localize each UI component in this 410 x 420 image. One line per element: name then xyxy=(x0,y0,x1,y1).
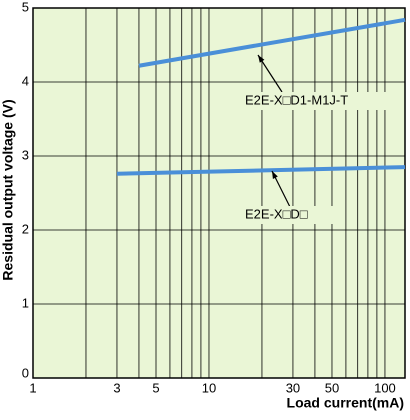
annotation-bg xyxy=(243,92,389,110)
x-tick-label: 50 xyxy=(325,380,339,395)
x-tick-label: 10 xyxy=(202,380,216,395)
y-tick-label: 3 xyxy=(22,147,29,162)
y-tick-label: 1 xyxy=(22,295,29,310)
y-tick-label: 5 xyxy=(22,0,29,14)
legend-label: E2E-X□D□ xyxy=(245,206,308,221)
legend-label: E2E-X□D1-M1J-T xyxy=(245,92,348,107)
x-axis-label: Load current(mA) xyxy=(287,395,404,411)
x-tick-label: 1 xyxy=(29,380,36,395)
annotation-bg xyxy=(243,206,335,224)
y-tick-label: 2 xyxy=(22,221,29,236)
arrow-head xyxy=(258,55,265,63)
x-tick-label: 3 xyxy=(113,380,120,395)
x-tick-label: 100 xyxy=(374,380,396,395)
plot-area xyxy=(32,7,406,379)
y-tick-label: 4 xyxy=(22,73,29,88)
arrow-head xyxy=(272,171,278,179)
x-tick-label: 5 xyxy=(152,380,159,395)
y-axis-label: Residual output voltage (V) xyxy=(0,99,16,280)
line-series xyxy=(116,165,406,176)
y-tick-label: 0 xyxy=(22,365,29,380)
line-series xyxy=(138,17,406,68)
x-tick-label: 30 xyxy=(286,380,300,395)
